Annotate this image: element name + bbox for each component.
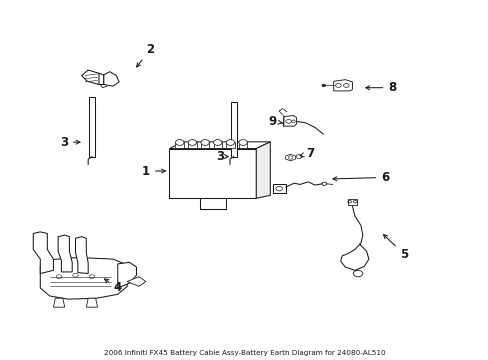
Text: 4: 4 <box>104 279 122 294</box>
Bar <box>175 143 183 148</box>
Circle shape <box>275 186 282 191</box>
Polygon shape <box>256 142 270 198</box>
Polygon shape <box>75 237 88 274</box>
Circle shape <box>201 140 209 145</box>
Polygon shape <box>40 257 129 299</box>
Bar <box>201 143 209 148</box>
Polygon shape <box>58 235 72 272</box>
Text: 6: 6 <box>332 171 388 184</box>
Circle shape <box>213 140 222 145</box>
Bar <box>89 97 95 157</box>
Circle shape <box>321 84 325 87</box>
Text: 1: 1 <box>142 165 165 177</box>
Text: 2006 Infiniti FX45 Battery Cable Assy-Battery Earth Diagram for 24080-AL510: 2006 Infiniti FX45 Battery Cable Assy-Ba… <box>103 350 385 356</box>
Bar <box>188 143 196 148</box>
Polygon shape <box>118 262 136 288</box>
Bar <box>347 199 356 204</box>
Bar <box>226 143 234 148</box>
Circle shape <box>296 155 301 158</box>
Bar <box>238 143 247 148</box>
Circle shape <box>238 140 247 145</box>
Polygon shape <box>103 72 119 86</box>
Text: 3: 3 <box>216 150 228 163</box>
Circle shape <box>175 140 183 145</box>
Bar <box>230 102 236 157</box>
Polygon shape <box>86 298 98 307</box>
Polygon shape <box>33 232 53 274</box>
Polygon shape <box>284 116 296 126</box>
Polygon shape <box>169 149 256 198</box>
Polygon shape <box>127 277 145 286</box>
Text: 7: 7 <box>299 147 314 160</box>
Polygon shape <box>53 298 64 307</box>
Circle shape <box>188 140 196 145</box>
Polygon shape <box>285 154 295 161</box>
Text: 8: 8 <box>365 81 396 94</box>
Text: 2: 2 <box>136 43 154 67</box>
Polygon shape <box>99 73 103 85</box>
Circle shape <box>226 140 234 145</box>
Text: 3: 3 <box>60 136 80 149</box>
Polygon shape <box>333 80 352 91</box>
Bar <box>272 184 285 193</box>
Polygon shape <box>169 142 270 149</box>
Text: 5: 5 <box>383 235 407 261</box>
Polygon shape <box>81 70 102 85</box>
Bar <box>213 143 222 148</box>
Text: 9: 9 <box>268 115 282 128</box>
